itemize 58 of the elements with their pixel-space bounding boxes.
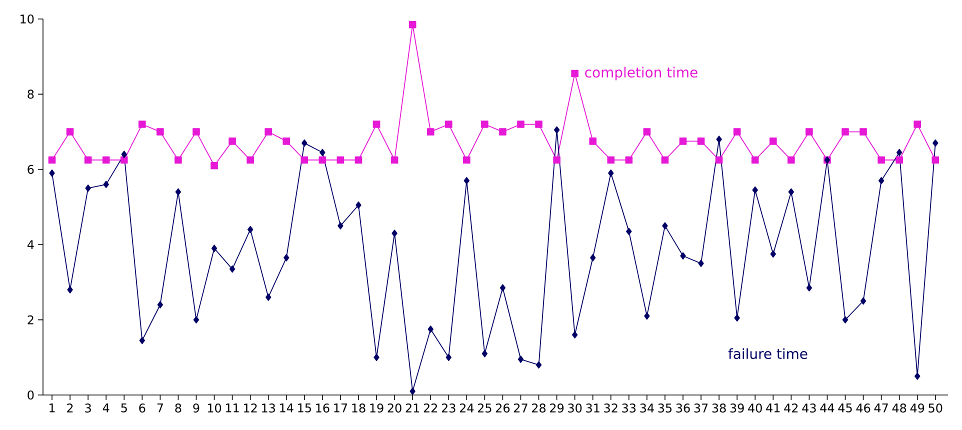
series-label: completion time xyxy=(585,66,698,80)
x-tick-label: 12 xyxy=(244,404,257,412)
x-tick-label: 35 xyxy=(658,404,672,413)
x-tick-label: 44 xyxy=(820,404,834,412)
x-tick-label: 36 xyxy=(676,404,690,413)
y-tick-label: 8 xyxy=(28,90,34,99)
x-tick-label: 49 xyxy=(910,404,924,413)
x-tick-label: 17 xyxy=(334,404,348,412)
x-tick-label: 29 xyxy=(550,404,564,413)
x-tick-label: 23 xyxy=(442,404,456,413)
x-tick-label: 41 xyxy=(766,404,780,412)
y-tick-label: 2 xyxy=(28,315,34,324)
x-tick-label: 19 xyxy=(370,404,384,413)
x-tick-label: 14 xyxy=(280,404,294,412)
x-tick-label: 16 xyxy=(316,404,330,413)
x-tick-label: 8 xyxy=(175,404,182,413)
x-tick-label: 11 xyxy=(226,404,239,412)
x-tick-label: 24 xyxy=(460,404,474,412)
x-tick-label: 27 xyxy=(514,404,528,412)
x-tick-label: 15 xyxy=(298,404,311,412)
x-tick-label: 30 xyxy=(568,404,582,413)
x-tick-label: 37 xyxy=(694,404,708,413)
x-tick-label: 5 xyxy=(121,404,127,412)
x-tick-label: 28 xyxy=(532,404,546,413)
x-tick-label: 33 xyxy=(622,404,636,413)
x-tick-label: 25 xyxy=(478,404,492,413)
x-tick-label: 46 xyxy=(856,404,870,413)
x-tick-label: 2 xyxy=(67,404,73,412)
y-tick-label: 0 xyxy=(28,390,34,400)
x-tick-label: 34 xyxy=(640,404,654,413)
x-tick-label: 9 xyxy=(193,404,200,413)
x-tick-label: 18 xyxy=(352,404,366,413)
x-tick-label: 42 xyxy=(784,404,798,412)
x-tick-label: 22 xyxy=(424,404,438,412)
y-tick-label: 6 xyxy=(28,164,34,174)
x-tick-label: 3 xyxy=(85,404,91,413)
x-tick-label: 48 xyxy=(892,404,906,413)
text: failure time xyxy=(728,348,808,360)
x-tick-label: 21 xyxy=(406,404,420,412)
x-tick-label: 40 xyxy=(748,404,762,413)
x-tick-label: 32 xyxy=(604,404,618,413)
x-tick-label: 4 xyxy=(102,404,110,412)
x-tick-label: 10 xyxy=(208,404,222,413)
x-tick-label: 20 xyxy=(388,404,402,413)
y-tick-label: 10 xyxy=(20,14,34,24)
x-tick-label: 39 xyxy=(730,404,744,413)
x-tick-label: 7 xyxy=(157,404,163,412)
x-tick-label: 6 xyxy=(139,404,146,413)
x-tick-label: 38 xyxy=(712,404,726,413)
x-tick-label: 1 xyxy=(50,404,55,412)
x-tick-label: 31 xyxy=(586,404,600,413)
x-tick-label: 50 xyxy=(928,404,942,413)
x-tick-label: 47 xyxy=(874,404,888,412)
x-tick-label: 43 xyxy=(802,404,816,413)
x-tick-label: 26 xyxy=(496,404,510,413)
y-tick-label: 4 xyxy=(27,240,34,249)
x-tick-label: 13 xyxy=(262,404,275,413)
x-tick-label: 45 xyxy=(838,404,852,412)
